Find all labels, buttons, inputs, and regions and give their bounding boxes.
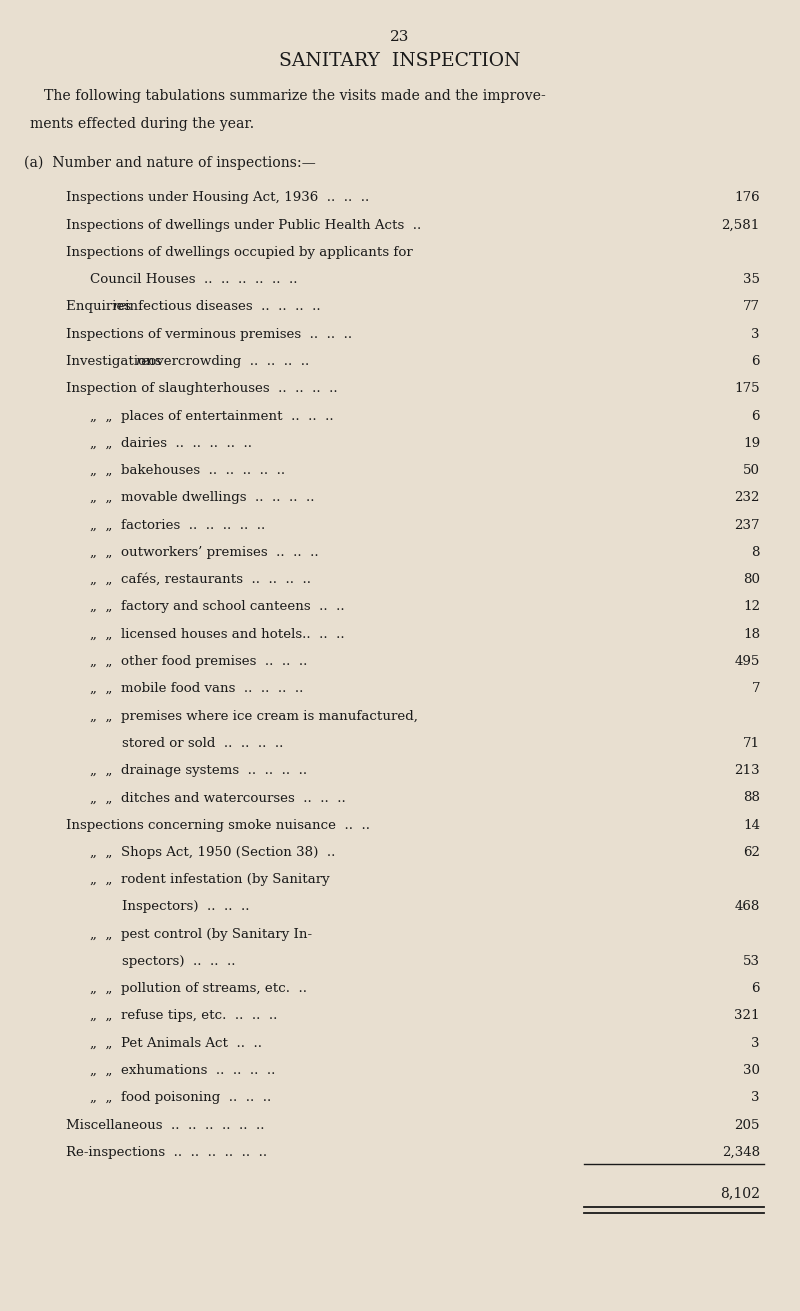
Text: 205: 205: [734, 1118, 760, 1131]
Text: Council Houses  ..  ..  ..  ..  ..  ..: Council Houses .. .. .. .. .. ..: [90, 273, 297, 286]
Text: „  „  Pet Animals Act  ..  ..: „ „ Pet Animals Act .. ..: [90, 1037, 262, 1050]
Text: 321: 321: [734, 1009, 760, 1023]
Text: 175: 175: [734, 383, 760, 396]
Text: „  „  factory and school canteens  ..  ..: „ „ factory and school canteens .. ..: [90, 600, 344, 614]
Text: „  „  outworkers’ premises  ..  ..  ..: „ „ outworkers’ premises .. .. ..: [90, 545, 318, 558]
Text: re: re: [135, 355, 150, 368]
Text: 14: 14: [743, 818, 760, 831]
Text: Investigations: Investigations: [66, 355, 166, 368]
Text: 35: 35: [743, 273, 760, 286]
Text: 2,348: 2,348: [722, 1146, 760, 1159]
Text: „  „  rodent infestation (by Sanitary: „ „ rodent infestation (by Sanitary: [90, 873, 330, 886]
Text: 7: 7: [751, 682, 760, 695]
Text: 2,581: 2,581: [722, 219, 760, 232]
Text: Inspection of slaughterhouses  ..  ..  ..  ..: Inspection of slaughterhouses .. .. .. .…: [66, 383, 338, 396]
Text: 6: 6: [751, 355, 760, 368]
Text: Enquiries: Enquiries: [66, 300, 135, 313]
Text: Miscellaneous  ..  ..  ..  ..  ..  ..: Miscellaneous .. .. .. .. .. ..: [66, 1118, 264, 1131]
Text: SANITARY  INSPECTION: SANITARY INSPECTION: [279, 52, 521, 71]
Text: 77: 77: [743, 300, 760, 313]
Text: Inspections of dwellings occupied by applicants for: Inspections of dwellings occupied by app…: [66, 246, 412, 260]
Text: 12: 12: [743, 600, 760, 614]
Text: Inspections of verminous premises  ..  ..  ..: Inspections of verminous premises .. .. …: [66, 328, 352, 341]
Text: 88: 88: [743, 792, 760, 805]
Text: „  „  Shops Act, 1950 (Section 38)  ..: „ „ Shops Act, 1950 (Section 38) ..: [90, 846, 335, 859]
Text: 6: 6: [751, 409, 760, 422]
Text: spectors)  ..  ..  ..: spectors) .. .. ..: [122, 954, 235, 968]
Text: „  „  cafés, restaurants  ..  ..  ..  ..: „ „ cafés, restaurants .. .. .. ..: [90, 573, 310, 586]
Text: „  „  other food premises  ..  ..  ..: „ „ other food premises .. .. ..: [90, 656, 307, 669]
Text: stored or sold  ..  ..  ..  ..: stored or sold .. .. .. ..: [122, 737, 283, 750]
Text: „  „  drainage systems  ..  ..  ..  ..: „ „ drainage systems .. .. .. ..: [90, 764, 306, 777]
Text: „  „  mobile food vans  ..  ..  ..  ..: „ „ mobile food vans .. .. .. ..: [90, 682, 303, 695]
Text: 495: 495: [734, 656, 760, 669]
Text: „  „  dairies  ..  ..  ..  ..  ..: „ „ dairies .. .. .. .. ..: [90, 437, 252, 450]
Text: re: re: [112, 300, 126, 313]
Text: „  „  pest control (by Sanitary In-: „ „ pest control (by Sanitary In-: [90, 928, 312, 941]
Text: „  „  ditches and watercourses  ..  ..  ..: „ „ ditches and watercourses .. .. ..: [90, 792, 346, 805]
Text: 6: 6: [751, 982, 760, 995]
Text: (a)  Number and nature of inspections:—: (a) Number and nature of inspections:—: [24, 156, 316, 170]
Text: „  „  food poisoning  ..  ..  ..: „ „ food poisoning .. .. ..: [90, 1091, 271, 1104]
Text: infectious diseases  ..  ..  ..  ..: infectious diseases .. .. .. ..: [122, 300, 321, 313]
Text: „  „  places of entertainment  ..  ..  ..: „ „ places of entertainment .. .. ..: [90, 409, 334, 422]
Text: 80: 80: [743, 573, 760, 586]
Text: overcrowding  ..  ..  ..  ..: overcrowding .. .. .. ..: [145, 355, 310, 368]
Text: 62: 62: [743, 846, 760, 859]
Text: 232: 232: [734, 492, 760, 505]
Text: „  „  pollution of streams, etc.  ..: „ „ pollution of streams, etc. ..: [90, 982, 306, 995]
Text: „  „  movable dwellings  ..  ..  ..  ..: „ „ movable dwellings .. .. .. ..: [90, 492, 314, 505]
Text: 19: 19: [743, 437, 760, 450]
Text: 71: 71: [743, 737, 760, 750]
Text: The following tabulations summarize the visits made and the improve-: The following tabulations summarize the …: [44, 89, 546, 104]
Text: Inspections concerning smoke nuisance  ..  ..: Inspections concerning smoke nuisance ..…: [66, 818, 370, 831]
Text: 237: 237: [734, 519, 760, 532]
Text: „  „  licensed houses and hotels..  ..  ..: „ „ licensed houses and hotels.. .. ..: [90, 628, 344, 641]
Text: 8,102: 8,102: [720, 1186, 760, 1200]
Text: 8: 8: [751, 545, 760, 558]
Text: 176: 176: [734, 191, 760, 205]
Text: 468: 468: [734, 901, 760, 914]
Text: „  „  premises where ice cream is manufactured,: „ „ premises where ice cream is manufact…: [90, 709, 418, 722]
Text: Inspectors)  ..  ..  ..: Inspectors) .. .. ..: [122, 901, 249, 914]
Text: 53: 53: [743, 954, 760, 968]
Text: „  „  factories  ..  ..  ..  ..  ..: „ „ factories .. .. .. .. ..: [90, 519, 265, 532]
Text: „  „  exhumations  ..  ..  ..  ..: „ „ exhumations .. .. .. ..: [90, 1065, 275, 1078]
Text: 30: 30: [743, 1065, 760, 1078]
Text: 3: 3: [751, 1091, 760, 1104]
Text: 23: 23: [390, 30, 410, 45]
Text: Inspections under Housing Act, 1936  ..  ..  ..: Inspections under Housing Act, 1936 .. .…: [66, 191, 369, 205]
Text: „  „  bakehouses  ..  ..  ..  ..  ..: „ „ bakehouses .. .. .. .. ..: [90, 464, 285, 477]
Text: 3: 3: [751, 1037, 760, 1050]
Text: 3: 3: [751, 328, 760, 341]
Text: 50: 50: [743, 464, 760, 477]
Text: 213: 213: [734, 764, 760, 777]
Text: ments effected during the year.: ments effected during the year.: [30, 117, 254, 131]
Text: Re-inspections  ..  ..  ..  ..  ..  ..: Re-inspections .. .. .. .. .. ..: [66, 1146, 266, 1159]
Text: Inspections of dwellings under Public Health Acts  ..: Inspections of dwellings under Public He…: [66, 219, 421, 232]
Text: „  „  refuse tips, etc.  ..  ..  ..: „ „ refuse tips, etc. .. .. ..: [90, 1009, 277, 1023]
Text: 18: 18: [743, 628, 760, 641]
